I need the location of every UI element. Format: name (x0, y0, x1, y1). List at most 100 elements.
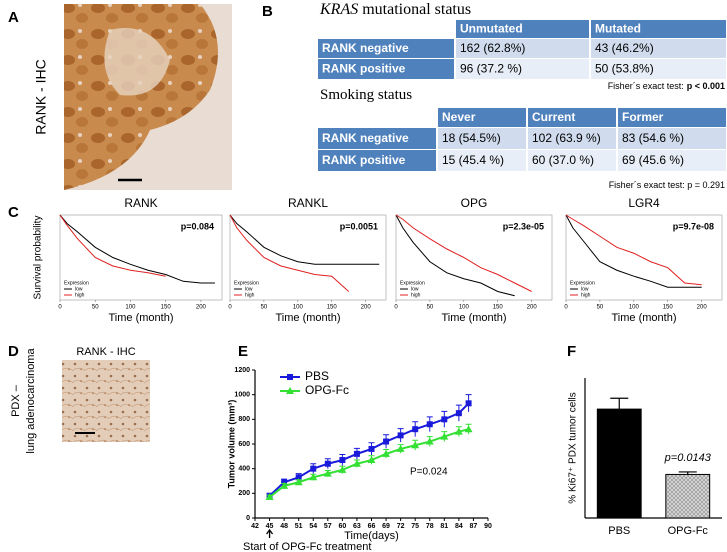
x-tick-label: 42 (251, 523, 259, 530)
legend-title: Expression (570, 280, 595, 286)
column-header: Current (532, 110, 575, 124)
data-point (440, 432, 449, 440)
chart-title: LGR4 (628, 196, 660, 210)
table-footnote: Fisher´s exact test: p < 0.001 (608, 81, 725, 91)
header-cell (438, 108, 526, 127)
panel-label: F (567, 343, 576, 360)
table-cell (528, 150, 616, 171)
x-tick-label: OPG-Fc (668, 525, 709, 537)
legend-label: high (245, 292, 255, 298)
data-point (454, 427, 463, 435)
x-tick-label: 150 (161, 305, 172, 311)
legend-label: PBS (305, 369, 329, 383)
x-tick-label: 81 (440, 523, 448, 530)
x-tick-label: 63 (353, 523, 361, 530)
x-tick-label: 75 (411, 523, 419, 530)
column-header: Never (442, 110, 476, 124)
treatment-arrow (266, 528, 274, 538)
row-label: RANK positive (322, 62, 406, 76)
data-point (353, 450, 360, 457)
y-tick-label: 800 (238, 416, 250, 423)
panel-label: D (8, 343, 19, 360)
legend-label: high (75, 292, 85, 298)
data-point (426, 421, 433, 428)
x-tick-label: 51 (295, 523, 303, 530)
row-header-cell (318, 59, 454, 79)
x-tick-label: 60 (338, 523, 346, 530)
x-tick-label: 69 (382, 523, 390, 530)
y-tick-label: 400 (238, 466, 250, 473)
x-tick-label: PBS (608, 525, 630, 537)
x-tick-label: 50 (597, 305, 604, 311)
table-value: 96 (37.2 %) (460, 62, 522, 76)
data-point (465, 400, 472, 407)
x-tick-label: 0 (564, 305, 568, 311)
chart-title: RANK (124, 196, 157, 210)
header-cell (528, 108, 616, 127)
data-point (265, 493, 274, 501)
legend-label: low (581, 286, 589, 292)
survival-curve (229, 214, 380, 265)
panel-a-label: RANK - IHC (33, 59, 49, 134)
table-title: KRAS mutational status (319, 1, 471, 18)
x-tick-label: 150 (493, 305, 504, 311)
x-tick-label: 0 (228, 305, 232, 311)
table-value: 50 (53.8%) (595, 62, 654, 76)
data-point (397, 432, 404, 439)
data-point (323, 469, 332, 477)
header-cell (591, 20, 726, 38)
x-tick-label: 54 (309, 523, 317, 530)
data-point (368, 445, 375, 452)
panel-label: B (262, 3, 273, 20)
table-cell (438, 128, 526, 149)
ihc-image-d (62, 360, 150, 442)
table-value: 60 (37.0 %) (532, 153, 594, 167)
x-tick-label: 50 (261, 305, 268, 311)
table-cell (528, 128, 616, 149)
table-cell (456, 59, 589, 79)
panel-label: C (8, 204, 19, 221)
footnote-part: Fisher´s exact test: (608, 81, 684, 91)
legend-label: high (411, 292, 421, 298)
header-cell (618, 108, 726, 127)
y-tick-label: 1000 (234, 392, 250, 399)
row-label: RANK positive (322, 153, 406, 167)
survival-curve (229, 214, 350, 292)
y-axis-label: % Ki67⁺ PDX tumor cells (568, 392, 579, 503)
data-point (339, 457, 346, 464)
table-cell (591, 39, 726, 58)
p-value: P=0.024 (410, 467, 448, 478)
survival-curve (59, 214, 215, 284)
x-tick-label: 100 (459, 305, 470, 311)
data-point (367, 456, 376, 464)
x-tick-label: 150 (327, 305, 338, 311)
plot-frame (395, 214, 553, 301)
p-value: p=9.7e-08 (673, 221, 714, 231)
x-tick-label: 100 (125, 305, 136, 311)
table-value: 69 (45.6 %) (622, 153, 684, 167)
column-header: Mutated (595, 22, 641, 36)
legend-title: Expression (400, 280, 425, 286)
p-value: p=0.0143 (664, 452, 712, 464)
table-value: 83 (54.6 %) (622, 131, 684, 145)
x-axis-label: Time (month) (612, 312, 677, 324)
x-axis-label: Time (month) (442, 312, 507, 324)
data-point (309, 473, 318, 481)
data-point (295, 474, 302, 481)
treatment-note: Start of OPG-Fc treatment (243, 541, 371, 552)
chart-title: OPG (461, 196, 488, 210)
x-tick-label: 50 (92, 305, 99, 311)
table-value: 102 (63.9 %) (532, 131, 601, 145)
p-value: p=2.3e-05 (503, 221, 544, 231)
table-cell (456, 39, 589, 58)
data-point (396, 444, 405, 452)
panel-d-title: RANK - IHC (76, 346, 135, 358)
x-tick-label: 0 (394, 305, 398, 311)
x-tick-label: 200 (527, 305, 538, 311)
row-header-cell (318, 39, 454, 58)
data-point (441, 416, 448, 423)
x-axis-label: Time (month) (276, 312, 341, 324)
data-point (382, 449, 391, 457)
survival-curve (565, 214, 702, 286)
plot-frame (229, 214, 387, 301)
